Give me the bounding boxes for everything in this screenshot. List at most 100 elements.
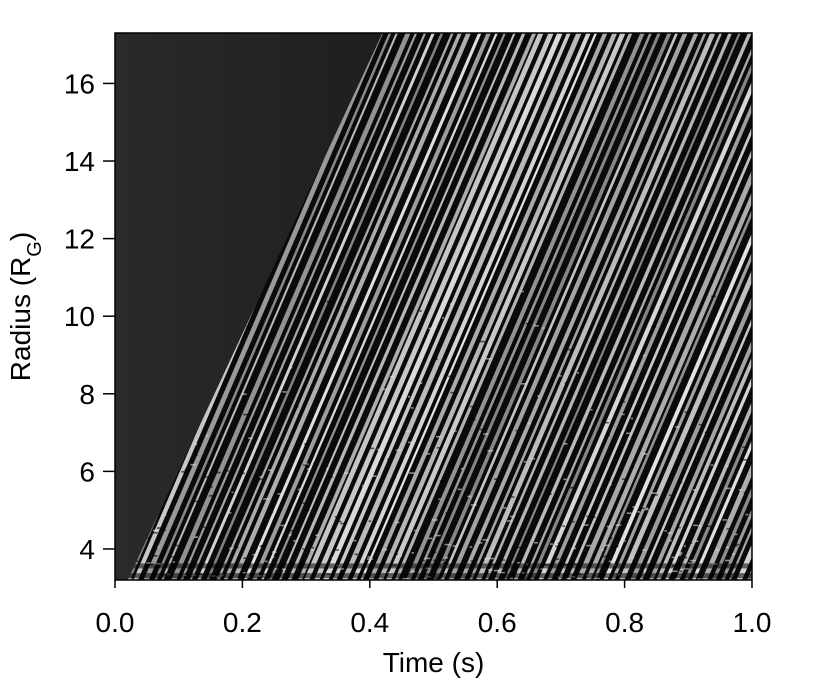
texture-speck: [323, 568, 329, 570]
striation: [394, 33, 633, 580]
texture-speck: [411, 552, 414, 554]
texture-speck: [445, 556, 448, 559]
texture-speck: [383, 388, 389, 391]
texture-speck: [693, 524, 699, 527]
texture-speck: [678, 553, 683, 555]
striation: [766, 33, 830, 580]
texture-speck: [260, 545, 266, 547]
texture-speck: [387, 458, 390, 461]
striation: [758, 33, 830, 580]
striation: [232, 33, 471, 580]
striation: [197, 33, 435, 580]
y-axis-title-main: Radius (R: [5, 257, 36, 381]
texture-speck: [510, 515, 515, 518]
texture-speck: [236, 578, 239, 580]
texture-speck: [413, 529, 417, 532]
texture-speck: [631, 391, 636, 394]
texture-speck: [315, 500, 319, 503]
texture-speck: [367, 547, 370, 549]
texture-speck: [622, 540, 626, 542]
texture-speck: [326, 467, 329, 470]
texture-speck: [487, 449, 494, 452]
striation: [619, 33, 752, 580]
texture-speck: [193, 443, 198, 446]
texture-speck: [444, 543, 451, 546]
texture-speck: [675, 426, 680, 428]
texture-speck: [715, 549, 720, 551]
texture-speck: [297, 488, 301, 491]
striation: [154, 33, 392, 580]
texture-speck: [546, 493, 552, 495]
texture-speck: [420, 559, 425, 562]
texture-speck: [494, 478, 500, 480]
texture-speck: [678, 551, 683, 554]
texture-speck: [577, 372, 579, 374]
texture-speck: [698, 525, 702, 527]
texture-speck: [459, 501, 462, 504]
texture-speck: [483, 433, 489, 435]
texture-speck: [616, 548, 619, 550]
texture-speck: [629, 466, 634, 468]
texture-speck: [435, 534, 441, 537]
texture-speck: [642, 453, 648, 455]
texture-speck: [732, 545, 738, 547]
striation: [603, 33, 752, 580]
texture-speck: [732, 553, 735, 555]
texture-speck: [630, 417, 634, 420]
texture-speck: [272, 556, 275, 558]
striation: [217, 33, 454, 580]
x-tick-label: 0.8: [605, 607, 644, 638]
texture-speck: [584, 524, 589, 526]
texture-speck: [442, 562, 448, 564]
texture-speck: [564, 382, 568, 384]
texture-speck: [354, 553, 359, 556]
striation: [639, 33, 752, 580]
texture-speck: [679, 570, 683, 573]
striation: [692, 33, 752, 580]
striation: [702, 33, 752, 580]
texture-speck: [436, 435, 442, 438]
texture-speck: [175, 544, 179, 547]
texture-speck: [586, 544, 592, 547]
texture-speck: [523, 461, 527, 463]
texture-speck: [152, 555, 158, 557]
striation: [513, 33, 752, 580]
texture-speck: [402, 577, 409, 580]
texture-speck: [339, 567, 344, 570]
texture-speck: [479, 340, 485, 343]
texture-speck: [448, 375, 454, 378]
striation: [189, 33, 427, 580]
texture-speck: [569, 486, 574, 489]
texture-speck: [540, 568, 546, 570]
texture-speck: [697, 578, 702, 580]
texture-speck: [704, 431, 711, 434]
texture-speck: [684, 567, 689, 570]
striation: [252, 33, 491, 580]
texture-speck: [410, 407, 414, 409]
texture-speck: [248, 437, 253, 439]
texture-speck: [293, 540, 298, 542]
texture-speck: [312, 463, 318, 465]
texture-speck: [153, 532, 158, 534]
texture-speck: [520, 290, 524, 293]
texture-speck: [607, 434, 610, 437]
texture-speck: [368, 447, 375, 450]
texture-speck: [470, 504, 477, 506]
texture-speck: [520, 383, 527, 385]
texture-speck: [642, 549, 646, 551]
texture-speck: [242, 572, 246, 574]
striation: [261, 33, 498, 580]
texture-speck: [530, 457, 536, 460]
texture-speck: [502, 507, 507, 509]
texture-speck: [738, 489, 743, 491]
texture-speck: [676, 554, 682, 557]
striation: [143, 33, 383, 580]
texture-speck: [639, 507, 646, 510]
texture-speck: [234, 381, 239, 384]
texture-speck: [494, 569, 500, 572]
texture-speck: [644, 508, 649, 511]
texture-speck: [156, 527, 163, 529]
texture-speck: [304, 443, 310, 445]
striation: [476, 33, 716, 580]
